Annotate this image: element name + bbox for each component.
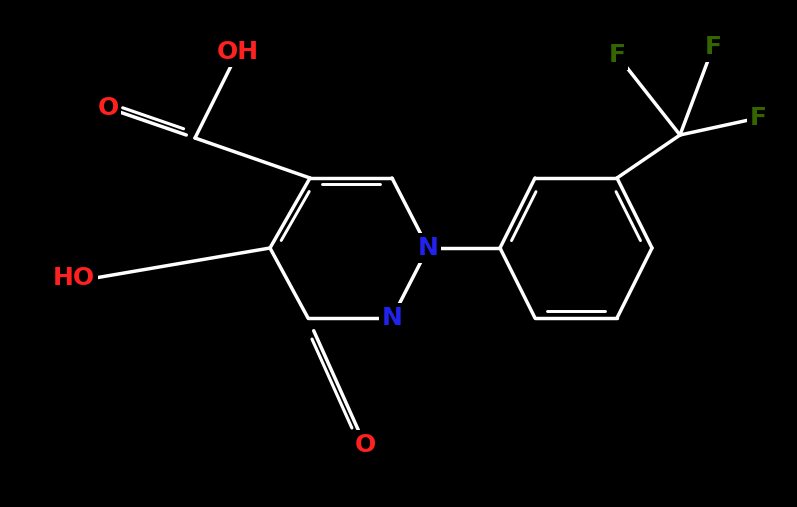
Text: O: O xyxy=(355,433,375,457)
Text: N: N xyxy=(418,236,438,260)
Text: F: F xyxy=(749,106,767,130)
Text: OH: OH xyxy=(217,40,259,64)
Text: N: N xyxy=(382,306,402,330)
Text: F: F xyxy=(608,43,626,67)
Text: O: O xyxy=(97,96,119,120)
Text: HO: HO xyxy=(53,266,95,290)
Text: F: F xyxy=(705,35,721,59)
